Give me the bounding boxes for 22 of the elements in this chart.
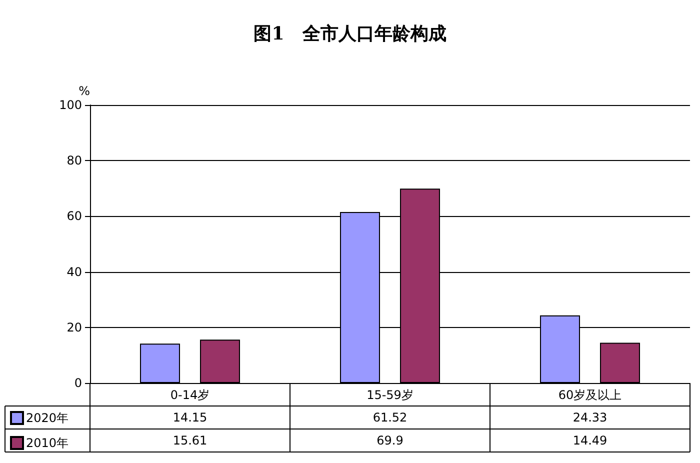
data-label: 14.15: [172, 410, 208, 424]
bar: [140, 344, 180, 383]
y-tick-label: 0: [74, 376, 82, 390]
y-tick-label: 20: [66, 320, 82, 334]
data-label: 61.52: [372, 410, 408, 424]
chart-title: 图1 全市人口年龄构成: [254, 24, 446, 44]
y-axis-title: %: [78, 84, 90, 98]
x-tick-label: 60岁及以上: [558, 388, 622, 402]
bar: [600, 342, 640, 383]
y-tick-label: 40: [66, 264, 82, 279]
data-label: 15.61: [172, 434, 208, 448]
bar: [200, 340, 240, 383]
y-tick-label: 80: [66, 154, 82, 168]
x-tick-label: 15-59岁: [366, 388, 414, 402]
legend-label: 2020年: [26, 411, 69, 425]
x-tick-label: 0-14岁: [170, 388, 210, 402]
data-label: 14.49: [572, 434, 608, 448]
data-label: 69.9: [376, 434, 404, 448]
legend-label: 2010年: [26, 436, 69, 450]
data-label: 24.33: [572, 410, 608, 424]
y-tick-label: 60: [66, 209, 82, 224]
y-tick-label: 100: [59, 98, 82, 112]
